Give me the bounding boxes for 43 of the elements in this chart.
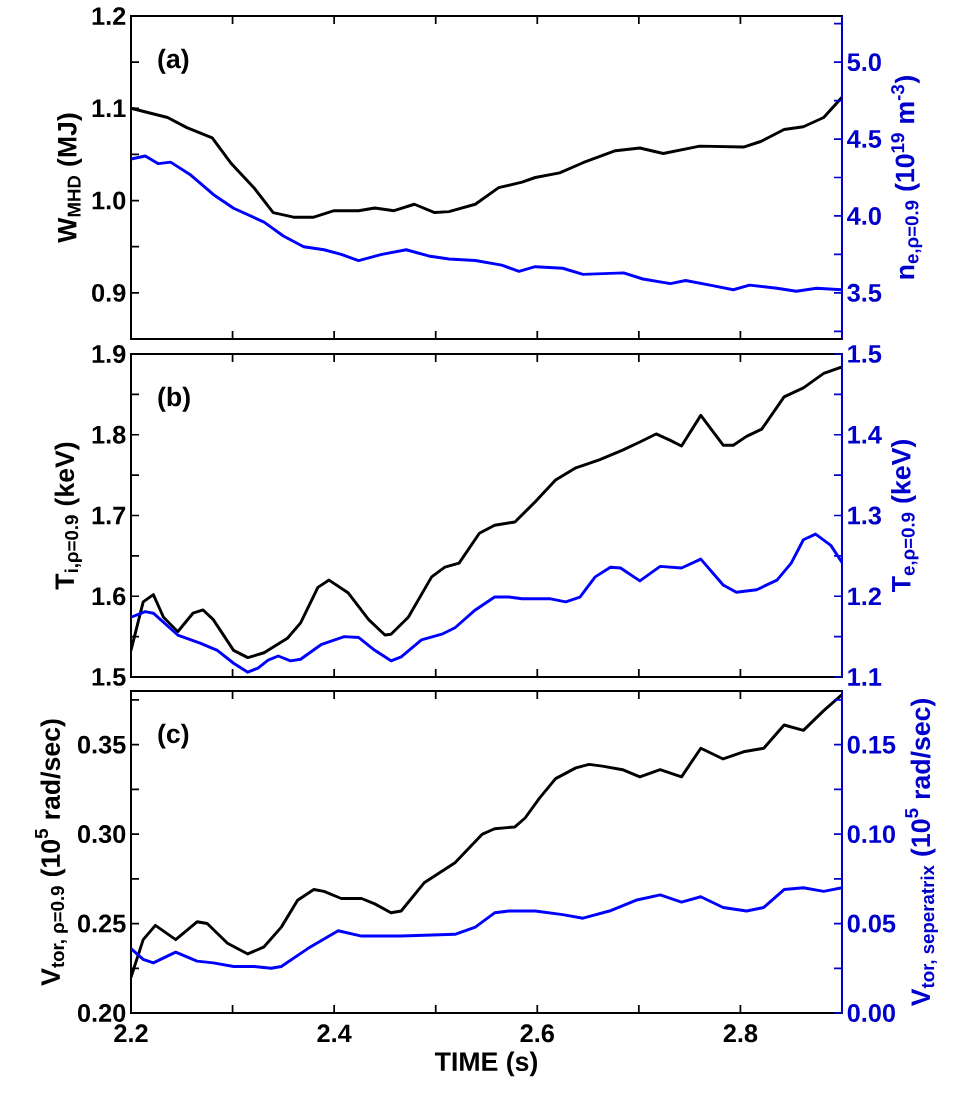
y-axis-title: $\text{\textbf{V}}_{\text{\textbf{tor, ρ=0.9}}}\text{\textbf{ (10}}^{\text{\textbf{5}}}\text{\textbf{ rad/sec)}}$ (35, 719, 68, 986)
y-axis-title: W$_{MHD}$ (MJ) (57, 113, 82, 243)
y2-tick-label: 4.0 (847, 206, 881, 225)
y-tick-label: 1.8 (92, 425, 126, 444)
x-tick-label: 2.2 (114, 1024, 148, 1043)
x-tick-label: 2.8 (723, 1024, 758, 1043)
y2-tick-label: 1.3 (848, 506, 882, 525)
y2-tick-label: 1.1 (848, 668, 882, 686)
line-series (131, 154, 842, 293)
y2-axis-title: T$_{e,ρ=0.9}$ (keV) (891, 440, 919, 592)
y-tick-label: 0.20 (77, 1004, 126, 1022)
y-tick-label: 1.0 (92, 191, 126, 210)
y-tick-label: 0.9 (92, 283, 126, 302)
line-series (131, 886, 842, 970)
y-tick-label: 0.25 (77, 914, 126, 933)
y-tick-label: 1.6 (92, 587, 126, 606)
x-tick-label: 2.4 (317, 1024, 352, 1043)
y-tick-label: 1.1 (92, 99, 126, 117)
y2-axis-title: $\text{\textbf{V}}_{\text{\textbf{tor, seperatrix}}}\text{\textbf{ (10}}^{\text{\textbf{5}}}\text{\textbf{ rad/sec)}}$ (905, 699, 938, 1007)
x-tick-label: 2.6 (520, 1024, 554, 1043)
annotation: (b) (158, 386, 190, 412)
y-tick-label: 0.35 (77, 735, 126, 754)
y-tick-label: 1.2 (92, 7, 126, 25)
y2-axis-title: n$_{e,ρ=0.9}$ (10$^{19}$ m$^{-3}$) (891, 76, 923, 279)
y2-tick-label: 1.4 (848, 426, 882, 444)
y2-tick-label: 4.5 (847, 130, 882, 148)
annotation: (a) (158, 48, 189, 74)
y2-tick-label: 0.10 (847, 825, 895, 844)
y2-tick-label: 0.05 (847, 914, 896, 933)
y-axis-title: T$_{i,ρ=0.9}$ (keV) (54, 442, 82, 590)
y2-tick-label: 0.00 (847, 1004, 895, 1022)
y-tick-label: 0.30 (77, 825, 126, 844)
y2-tick-label: 5.0 (847, 53, 881, 72)
annotation: (c) (158, 723, 189, 749)
y2-tick-label: 1.5 (848, 345, 882, 363)
y-tick-label: 1.9 (92, 345, 126, 363)
line-series (131, 532, 842, 674)
y-tick-label: 1.7 (92, 506, 126, 525)
x-axis-title: TIME (s) (434, 1051, 537, 1077)
y2-tick-label: 1.2 (848, 587, 881, 606)
y2-tick-label: 3.5 (847, 283, 882, 302)
y2-tick-label: 0.15 (847, 735, 896, 754)
y-tick-label: 1.5 (92, 668, 126, 686)
